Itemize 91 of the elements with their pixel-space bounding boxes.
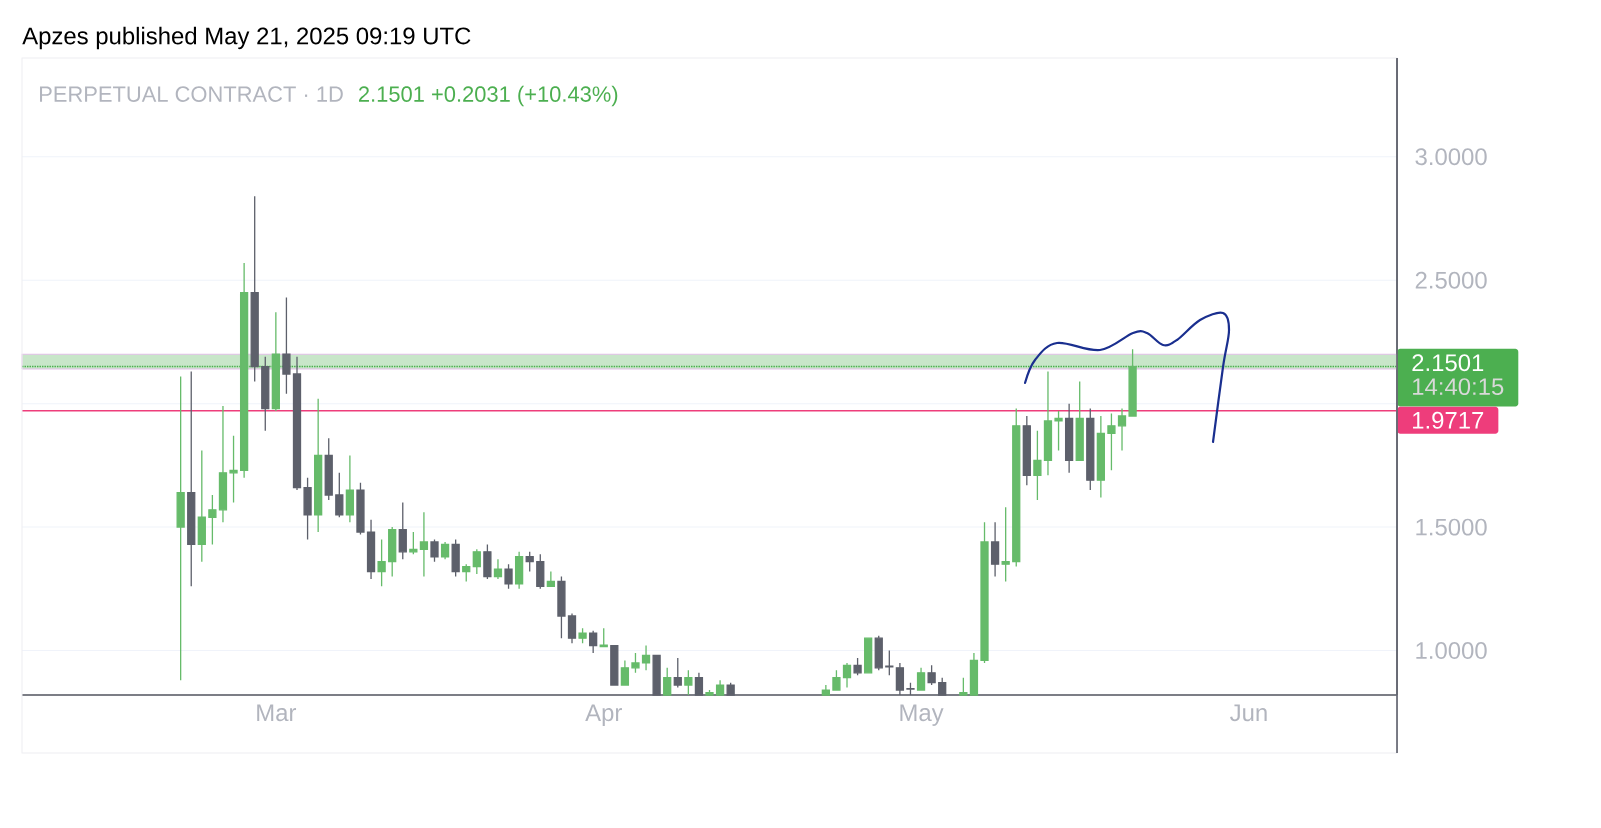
text: 14:40:15 [1413, 378, 1504, 396]
candlestick [366, 519, 376, 580]
x-tick-label: Apr [585, 704, 622, 726]
candlestick [1043, 370, 1053, 476]
candlestick [430, 538, 439, 563]
y-tick-label: 1.5000 [1416, 518, 1487, 536]
candlestick [314, 398, 323, 533]
x-tick-label: May [900, 704, 944, 726]
candlestick [990, 521, 1000, 578]
candlestick [557, 575, 566, 639]
y-tick-label: 2.5000 [1415, 271, 1487, 289]
candlestick [250, 195, 259, 383]
candlestick [567, 612, 577, 644]
x-tick-label: Jun [1230, 704, 1267, 722]
candlestick [398, 501, 407, 560]
candlestick [821, 684, 830, 696]
candlestick [271, 311, 280, 412]
candlestick [419, 511, 429, 578]
candlestick [451, 538, 460, 578]
candlestick [938, 677, 947, 696]
candlestick [493, 558, 503, 580]
candlestick [864, 637, 873, 674]
candlestick [673, 657, 682, 689]
candlestick [1096, 415, 1105, 499]
candlestick [187, 370, 196, 588]
candlestick [620, 659, 630, 686]
candlestick [472, 548, 481, 575]
candlestick [1117, 407, 1127, 452]
candlestick [906, 682, 915, 696]
candlestick [514, 551, 524, 590]
candlestick [208, 494, 217, 546]
candlestick [536, 553, 545, 590]
candlestick [303, 477, 312, 541]
candlestick [959, 677, 968, 696]
candlestick [705, 689, 714, 696]
y-tick-label: 1.0000 [1416, 642, 1487, 660]
candlestick [1128, 348, 1137, 417]
candlestick [197, 449, 206, 563]
candlestick [504, 563, 513, 590]
candlestick [1064, 403, 1074, 474]
candlestick [377, 538, 386, 588]
y-tick-label: 3.0000 [1415, 148, 1487, 166]
candlestick [726, 682, 735, 696]
text: Apzes published May 21, 2025 09:19 UTC [22, 26, 471, 50]
candlestick [356, 482, 365, 536]
candlestick [261, 356, 270, 432]
candlestick [335, 472, 344, 518]
candlestick [927, 664, 936, 686]
candlestick [610, 644, 619, 686]
candlestick [895, 662, 905, 696]
candlestick [980, 521, 989, 664]
candlestick [1054, 410, 1063, 452]
candlestick [345, 454, 355, 523]
candlestick [853, 657, 862, 676]
candlestick [578, 627, 587, 644]
candlestick [589, 630, 598, 654]
candlestick [663, 667, 672, 696]
candlestick [694, 672, 704, 696]
candlestick [631, 652, 640, 674]
candlestick [440, 541, 450, 560]
candlestick [684, 669, 693, 696]
candlestick [218, 405, 228, 523]
candlestick [239, 262, 249, 479]
ref-line-label: 1.9717 [1413, 411, 1484, 429]
ref-line-label: 2.1501 [1412, 354, 1484, 372]
candlestick [324, 437, 333, 501]
candlestick [1012, 407, 1021, 568]
candlestick [282, 296, 291, 395]
x-tick-label: Mar [257, 704, 297, 722]
candlestick [546, 570, 555, 588]
candlestick [652, 654, 661, 696]
candlestick [832, 669, 841, 691]
candlestick [599, 627, 608, 648]
candlestick [842, 662, 852, 689]
candlestick [1022, 415, 1031, 486]
candlestick [1107, 412, 1116, 471]
candlestick [1033, 430, 1042, 501]
candlestick [292, 356, 302, 491]
candlestick [483, 543, 492, 580]
candlestick [1075, 380, 1084, 462]
candlestick [885, 649, 894, 676]
candlestick [525, 551, 534, 573]
candlestick [641, 644, 651, 671]
candlestick [969, 652, 979, 696]
text: 2.1501 +0.2031 (+10.43%) [358, 85, 618, 107]
candlestick [715, 679, 725, 696]
text: PERPETUAL CONTRACT · 1D [40, 86, 343, 102]
candlestick [1086, 407, 1095, 491]
candlestick [874, 635, 883, 671]
candlestick [388, 526, 397, 578]
candlestick [916, 667, 926, 691]
